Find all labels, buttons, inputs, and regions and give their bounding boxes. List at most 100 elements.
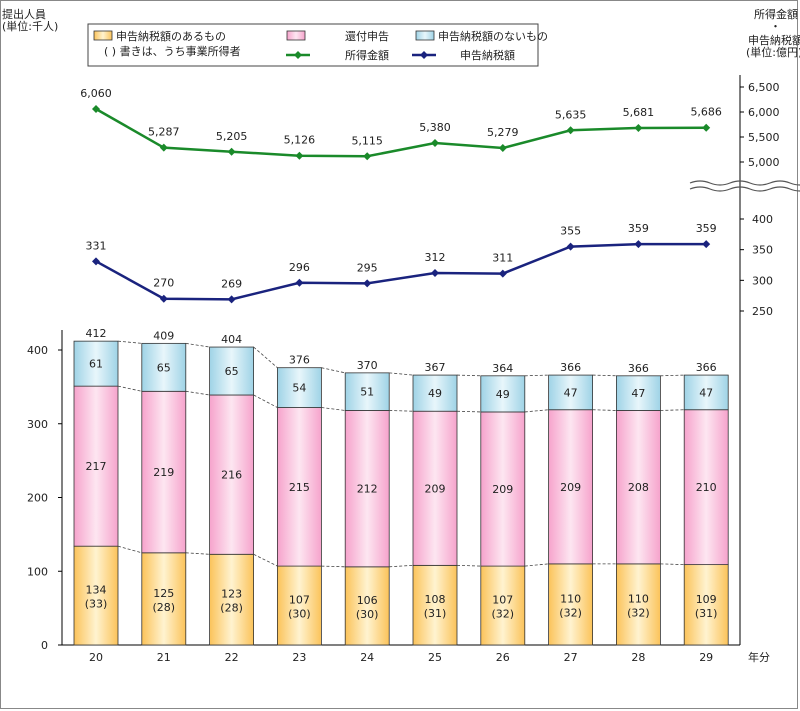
point-value-label: 5,205 [216, 130, 248, 143]
y-tick-label-tax: 400 [752, 213, 773, 226]
bar-value-label: 216 [221, 469, 242, 482]
x-tick-label: 25 [428, 651, 442, 664]
bar-segment [276, 407, 322, 567]
point-value-label: 331 [86, 239, 107, 252]
bar-segment [412, 564, 458, 646]
bar-segment [344, 372, 390, 411]
bar-segment [276, 367, 322, 408]
bar-value-label: 65 [225, 365, 239, 378]
bar-sub-value-label: (28) [153, 601, 176, 614]
y-tick-label-income: 5,500 [748, 131, 780, 144]
bar-segment [276, 565, 322, 646]
bar-segment [209, 553, 255, 646]
bar-connector [321, 367, 346, 374]
point-value-label: 5,686 [690, 106, 722, 119]
bar-value-label: 217 [86, 460, 107, 473]
legend-note: ( ) 書きは、うち事業所得者 [104, 44, 241, 58]
x-tick-label: 20 [89, 651, 103, 664]
bar-value-label: 47 [699, 386, 713, 399]
bar-segment [480, 375, 526, 413]
bar-segment [344, 410, 390, 568]
bar-value-label: 51 [360, 386, 374, 399]
bar-segment [73, 385, 119, 547]
legend: 申告納税額のあるもの( ) 書きは、うち事業所得者 還付申告 申告納税額のないもの所… [87, 23, 548, 67]
bar-value-label: 107 [492, 594, 513, 607]
y-tick-label-left: 0 [41, 639, 48, 652]
bar-segment [616, 563, 661, 646]
bar-value-label: 210 [696, 481, 717, 494]
bar-sub-value-label: (32) [492, 608, 515, 621]
legend-label: 所得金額 [345, 48, 389, 62]
bar-value-label: 125 [153, 587, 174, 600]
bar-value-label: 107 [289, 594, 310, 607]
ylabel-left: 提出人員(単位:千人) [2, 7, 58, 33]
bar-connector [389, 410, 414, 412]
series-point [227, 147, 236, 156]
y-tick-label-income: 6,500 [748, 81, 780, 94]
series-point [295, 278, 304, 287]
bar-value-label: 65 [157, 361, 171, 374]
y-tick-label-left: 400 [27, 344, 48, 357]
legend-box [87, 23, 539, 67]
bar-connector [253, 553, 278, 567]
bar-value-label: 49 [428, 387, 442, 400]
legend-label: 申告納税額 [460, 48, 515, 62]
bar-value-label: 208 [628, 481, 649, 494]
bar-total-label: 370 [357, 359, 378, 372]
series-point [431, 268, 439, 277]
series-point [92, 105, 100, 113]
bar-connector [185, 390, 210, 396]
series-line [95, 107, 707, 158]
series-point [431, 139, 439, 147]
series-point [295, 151, 304, 160]
point-value-label: 269 [221, 277, 242, 290]
legend-label: 申告納税額のあるもの [116, 29, 226, 43]
bar-value-label: 61 [89, 358, 103, 371]
bar-connector [117, 385, 142, 392]
bar-sub-value-label: (30) [356, 608, 379, 621]
bar-connector [253, 346, 278, 369]
series-point [227, 295, 236, 304]
bar-value-label: 49 [496, 388, 510, 401]
bar-connector [592, 374, 617, 377]
bar-total-label: 404 [221, 333, 242, 346]
x-tick-label: 27 [564, 651, 578, 664]
series-point [566, 126, 575, 135]
point-value-label: 359 [628, 222, 649, 235]
x-tick-label: 22 [225, 651, 239, 664]
x-tick-label: 26 [496, 651, 510, 664]
bar-connector [592, 409, 617, 411]
bar-sub-value-label: (32) [559, 606, 582, 619]
bar-segment [480, 411, 526, 567]
series-line [95, 242, 707, 301]
bar-connector [185, 342, 210, 348]
bar-total-label: 412 [86, 327, 107, 340]
bar-connector [389, 564, 414, 568]
point-value-label: 312 [425, 251, 446, 264]
ylabel-right-income: 所得金額 [754, 7, 798, 21]
bar-segment [412, 374, 458, 412]
x-tick-label: 23 [292, 651, 306, 664]
series-point [159, 143, 168, 152]
bar-connector [117, 340, 142, 344]
bar-sub-value-label: (31) [424, 607, 447, 620]
bar-segment [616, 375, 661, 411]
bar-value-label: 47 [631, 387, 645, 400]
bar-total-label: 366 [560, 361, 581, 374]
bar-connector [660, 409, 685, 411]
bar-segment [548, 374, 593, 411]
y-tick-label-income: 6,000 [748, 106, 780, 119]
series-point [702, 123, 711, 132]
bar-total-label: 366 [628, 362, 649, 375]
series-point [363, 279, 372, 288]
bar-segment [683, 374, 729, 411]
legend-label: 申告納税額のないもの [438, 29, 548, 43]
point-value-label: 5,635 [555, 108, 587, 121]
ylabel-right-tax: 申告納税額(単位:億円) [746, 33, 800, 59]
point-value-label: 6,060 [80, 87, 112, 100]
y-tick-label-tax: 300 [752, 274, 773, 287]
y-tick-label-left: 200 [27, 492, 48, 505]
y-tick-label-left: 300 [27, 418, 48, 431]
bar-sub-value-label: (31) [695, 607, 718, 620]
bar-segment [548, 563, 593, 646]
